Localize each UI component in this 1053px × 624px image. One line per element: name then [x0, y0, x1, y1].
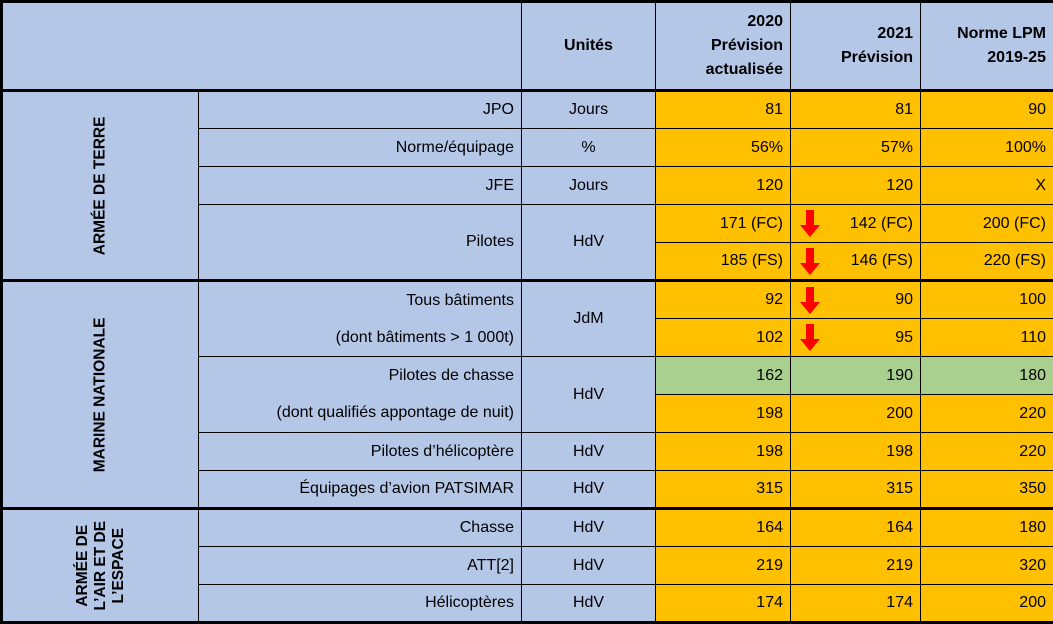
unit-cell: JdM	[522, 281, 656, 357]
cell-2021: 81	[791, 91, 921, 129]
cell-2020: 174	[656, 585, 791, 623]
cell-norme: 110	[921, 319, 1053, 357]
column-header-2020-prevision: 2020 Prévision actualisée	[656, 2, 791, 91]
row-label-pilotes: Pilotes	[199, 205, 522, 281]
row-label-equipages-patsimar: Équipages d’avion PATSIMAR	[199, 471, 522, 509]
cell-norme: 200	[921, 585, 1053, 623]
cell-2020: 164	[656, 509, 791, 547]
cell-value: 95	[895, 329, 913, 347]
cell-norme: 200 (FC)	[921, 205, 1053, 243]
vertical-label-wrap: ARMÉE DE L’AIR ET DE L’ESPACE	[3, 510, 198, 621]
cell-norme: X	[921, 167, 1053, 205]
cell-norme: 100	[921, 281, 1053, 319]
cell-norme: 100%	[921, 129, 1053, 167]
group-marine-nationale: MARINE NATIONALE	[2, 281, 199, 509]
cell-2020: 92	[656, 281, 791, 319]
unit-cell: %	[522, 129, 656, 167]
cell-2020: 219	[656, 547, 791, 585]
cell-2021: 315	[791, 471, 921, 509]
corner-cell	[2, 2, 522, 91]
row-label-helicopteres: Hélicoptères	[199, 585, 522, 623]
row-label-pilotes-de-chasse: Pilotes de chasse (dont qualifiés appont…	[199, 357, 522, 433]
unit-cell: Jours	[522, 91, 656, 129]
row-label-pilotes-helicoptere: Pilotes d’hélicoptère	[199, 433, 522, 471]
unit-cell: HdV	[522, 509, 656, 547]
cell-norme: 180	[921, 509, 1053, 547]
row-label-norme-equipage: Norme/équipage	[199, 129, 522, 167]
cell-2020-highlighted: 162	[656, 357, 791, 395]
cell-norme: 90	[921, 91, 1053, 129]
row-label-line2: (dont bâtiments > 1 000t)	[206, 329, 514, 347]
unit-cell: HdV	[522, 205, 656, 281]
row-label-att: ATT[2]	[199, 547, 522, 585]
unit-cell: HdV	[522, 471, 656, 509]
header-row: Unités 2020 Prévision actualisée 2021 Pr…	[2, 2, 1053, 91]
cell-norme: 320	[921, 547, 1053, 585]
cell-2020: 315	[656, 471, 791, 509]
decrease-arrow-icon	[799, 287, 820, 314]
cell-2021: 146 (FS)	[791, 243, 921, 281]
row-label-line2: (dont qualifiés appontage de nuit)	[206, 404, 514, 422]
decrease-arrow-icon	[799, 248, 820, 275]
group-label: ARMÉE DE L’AIR ET DE L’ESPACE	[74, 521, 127, 611]
decrease-arrow-icon	[799, 324, 820, 351]
cell-2020: 198	[656, 433, 791, 471]
cell-2020: 171 (FC)	[656, 205, 791, 243]
row-label-chasse: Chasse	[199, 509, 522, 547]
cell-norme: 220	[921, 433, 1053, 471]
cell-norme-highlighted: 180	[921, 357, 1053, 395]
group-label: ARMÉE DE TERRE	[92, 116, 110, 255]
unit-cell: Jours	[522, 167, 656, 205]
group-armee-air-espace: ARMÉE DE L’AIR ET DE L’ESPACE	[2, 509, 199, 623]
cell-2021: 198	[791, 433, 921, 471]
cell-2020: 198	[656, 395, 791, 433]
cell-2021: 164	[791, 509, 921, 547]
decrease-arrow-icon	[799, 210, 820, 237]
cell-2021: 120	[791, 167, 921, 205]
column-header-2021-prevision: 2021 Prévision	[791, 2, 921, 91]
cell-2021: 174	[791, 585, 921, 623]
vertical-label-wrap: ARMÉE DE TERRE	[3, 92, 198, 279]
cell-2021: 142 (FC)	[791, 205, 921, 243]
cell-value: 146 (FS)	[851, 252, 913, 270]
column-header-units: Unités	[522, 2, 656, 91]
unit-cell: HdV	[522, 357, 656, 433]
cell-2020: 120	[656, 167, 791, 205]
cell-2021: 200	[791, 395, 921, 433]
cell-2021: 57%	[791, 129, 921, 167]
unit-cell: HdV	[522, 585, 656, 623]
cell-norme: 220 (FS)	[921, 243, 1053, 281]
unit-cell: HdV	[522, 433, 656, 471]
cell-norme: 220	[921, 395, 1053, 433]
cell-2021: 219	[791, 547, 921, 585]
group-label: MARINE NATIONALE	[92, 317, 110, 472]
cell-value: 90	[895, 291, 913, 309]
unit-cell: HdV	[522, 547, 656, 585]
table-row: MARINE NATIONALE Tous bâtiments (dont bâ…	[2, 281, 1053, 319]
row-label-tous-batiments: Tous bâtiments (dont bâtiments > 1 000t)	[199, 281, 522, 357]
cell-2021: 90	[791, 281, 921, 319]
table-row: ARMÉE DE L’AIR ET DE L’ESPACE Chasse HdV…	[2, 509, 1053, 547]
row-label-jfe: JFE	[199, 167, 522, 205]
group-armee-de-terre: ARMÉE DE TERRE	[2, 91, 199, 281]
cell-value: 142 (FC)	[850, 215, 913, 233]
cell-2020: 56%	[656, 129, 791, 167]
cell-2021-highlighted: 190	[791, 357, 921, 395]
row-label-line1: Pilotes de chasse	[206, 367, 514, 385]
cell-2020: 102	[656, 319, 791, 357]
vertical-label-wrap: MARINE NATIONALE	[3, 282, 198, 507]
cell-norme: 350	[921, 471, 1053, 509]
cell-2021: 95	[791, 319, 921, 357]
column-header-norme-lpm: Norme LPM 2019-25	[921, 2, 1053, 91]
row-label-jpo: JPO	[199, 91, 522, 129]
row-label-line1: Tous bâtiments	[206, 292, 514, 310]
table-row: ARMÉE DE TERRE JPO Jours 81 81 90	[2, 91, 1053, 129]
cell-2020: 81	[656, 91, 791, 129]
cell-2020: 185 (FS)	[656, 243, 791, 281]
